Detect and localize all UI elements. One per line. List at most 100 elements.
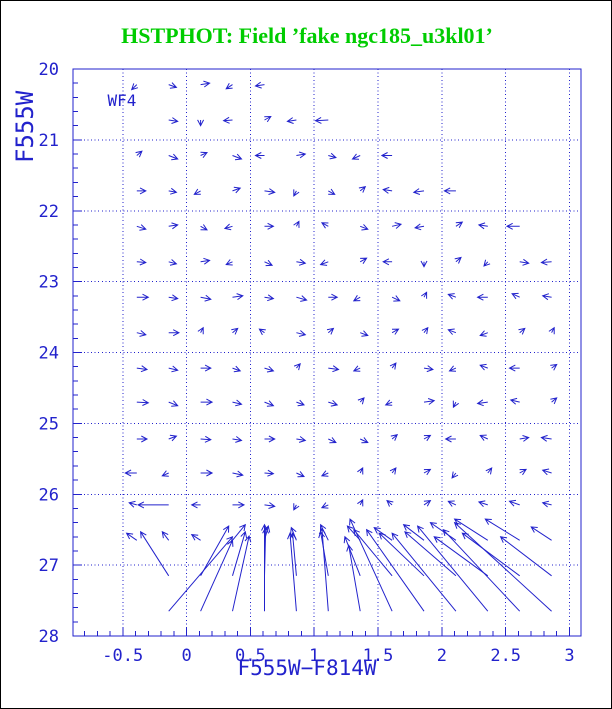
vector-arrow	[447, 328, 457, 335]
vector-arrow	[477, 222, 488, 230]
y-tick-label: 23	[39, 273, 59, 293]
vector-arrow	[168, 117, 179, 124]
vector-arrow	[477, 500, 488, 508]
vector-arrow	[518, 327, 526, 335]
vector-arrow	[541, 468, 552, 476]
vector-arrow	[365, 528, 425, 612]
x-tick-label: 1.5	[363, 646, 394, 666]
vector-arrow	[225, 82, 233, 90]
vector-arrow	[225, 259, 233, 266]
vector-arrow	[442, 528, 521, 612]
vector-arrow	[168, 434, 178, 442]
vector-arrow	[168, 294, 179, 302]
vector-arrow	[200, 398, 214, 406]
vector-arrow	[443, 187, 456, 195]
vector-arrow	[296, 295, 308, 302]
vector-arrow	[168, 365, 179, 373]
vector-arrow	[136, 258, 147, 266]
vector-arrow	[433, 536, 489, 577]
vector-arrow	[353, 528, 393, 577]
vector-arrow	[378, 532, 425, 577]
vector-arrow	[541, 500, 552, 508]
y-tick-label: 26	[39, 485, 59, 505]
vector-arrow	[328, 293, 339, 301]
vector-arrow	[519, 468, 528, 476]
vector-arrow	[168, 82, 178, 89]
vector-arrow	[168, 222, 179, 230]
vector-arrow	[125, 532, 138, 541]
vector-arrow	[358, 186, 367, 193]
vector-arrow	[357, 467, 364, 475]
vector-arrow	[360, 330, 369, 337]
vector-arrow	[264, 502, 276, 509]
vector-arrow	[200, 364, 212, 372]
vector-arrow	[485, 467, 493, 475]
vector-arrow	[328, 437, 337, 444]
vector-arrow	[137, 501, 169, 509]
vector-arrow	[200, 294, 212, 302]
vector-arrow	[136, 399, 150, 406]
vector-arrow	[447, 500, 457, 507]
vector-arrow	[380, 152, 393, 159]
vector-arrow	[318, 527, 329, 612]
vector-arrow	[168, 535, 234, 612]
vector-arrow	[452, 400, 459, 409]
vector-arrow	[357, 397, 365, 405]
vector-arrow	[352, 295, 361, 302]
vector-arrow	[454, 256, 462, 264]
vector-arrow	[519, 435, 530, 442]
vector-arrow	[447, 293, 457, 300]
vector-arrow	[286, 117, 297, 124]
vector-arrow	[541, 293, 552, 301]
vector-arrow	[550, 363, 558, 371]
chip-annotation: WF4	[107, 91, 136, 110]
vector-arrow	[391, 532, 457, 612]
vector-arrow	[479, 363, 488, 371]
vector-arrow	[389, 467, 397, 475]
vector-arrow	[168, 329, 180, 337]
vector-arrow	[384, 399, 393, 406]
vector-arrow	[232, 293, 244, 301]
vector-arrow	[326, 327, 335, 335]
vector-arrow	[136, 224, 147, 231]
y-tick-label: 27	[39, 556, 59, 576]
x-tick-label: -0.5	[102, 646, 143, 666]
vector-arrow	[168, 259, 178, 266]
vector-arrow	[223, 223, 233, 231]
x-tick-label: 0	[181, 646, 191, 666]
vector-arrow	[190, 534, 201, 541]
vector-arrow	[548, 326, 555, 335]
vector-arrow	[423, 398, 436, 405]
vector-arrow	[519, 258, 530, 266]
vector-arrow	[293, 189, 300, 197]
vector-arrow	[231, 327, 239, 335]
vector-arrow	[483, 259, 491, 267]
vector-arrow	[476, 399, 488, 407]
x-tick-label: 1	[309, 646, 319, 666]
page-title: HSTPHOT: Field ’fake ngc185_u3kl01’	[121, 23, 493, 48]
vector-arrow	[479, 330, 488, 337]
vector-arrow	[200, 539, 234, 612]
vector-arrow	[289, 532, 297, 576]
vector-arrow	[136, 435, 149, 443]
vector-arrow	[530, 526, 552, 541]
vector-arrow	[414, 223, 425, 231]
vector-arrow	[391, 295, 401, 302]
vector-arrow	[540, 258, 552, 266]
vector-arrow	[136, 330, 147, 337]
vector-arrow	[232, 365, 242, 373]
vector-arrow	[421, 326, 429, 335]
vector-arrow	[200, 224, 208, 231]
vector-arrow	[293, 362, 301, 371]
vector-arrow	[357, 498, 364, 507]
vector-arrow	[161, 470, 169, 477]
vector-arrow	[328, 188, 336, 195]
vector-arrow	[402, 524, 425, 541]
vector-arrow	[382, 258, 393, 266]
vector-arrow	[505, 222, 520, 230]
vector-arrow	[328, 365, 340, 373]
vector-arrow	[296, 151, 307, 159]
vector-arrow	[261, 523, 268, 612]
x-tick-label: 2.5	[490, 646, 521, 666]
